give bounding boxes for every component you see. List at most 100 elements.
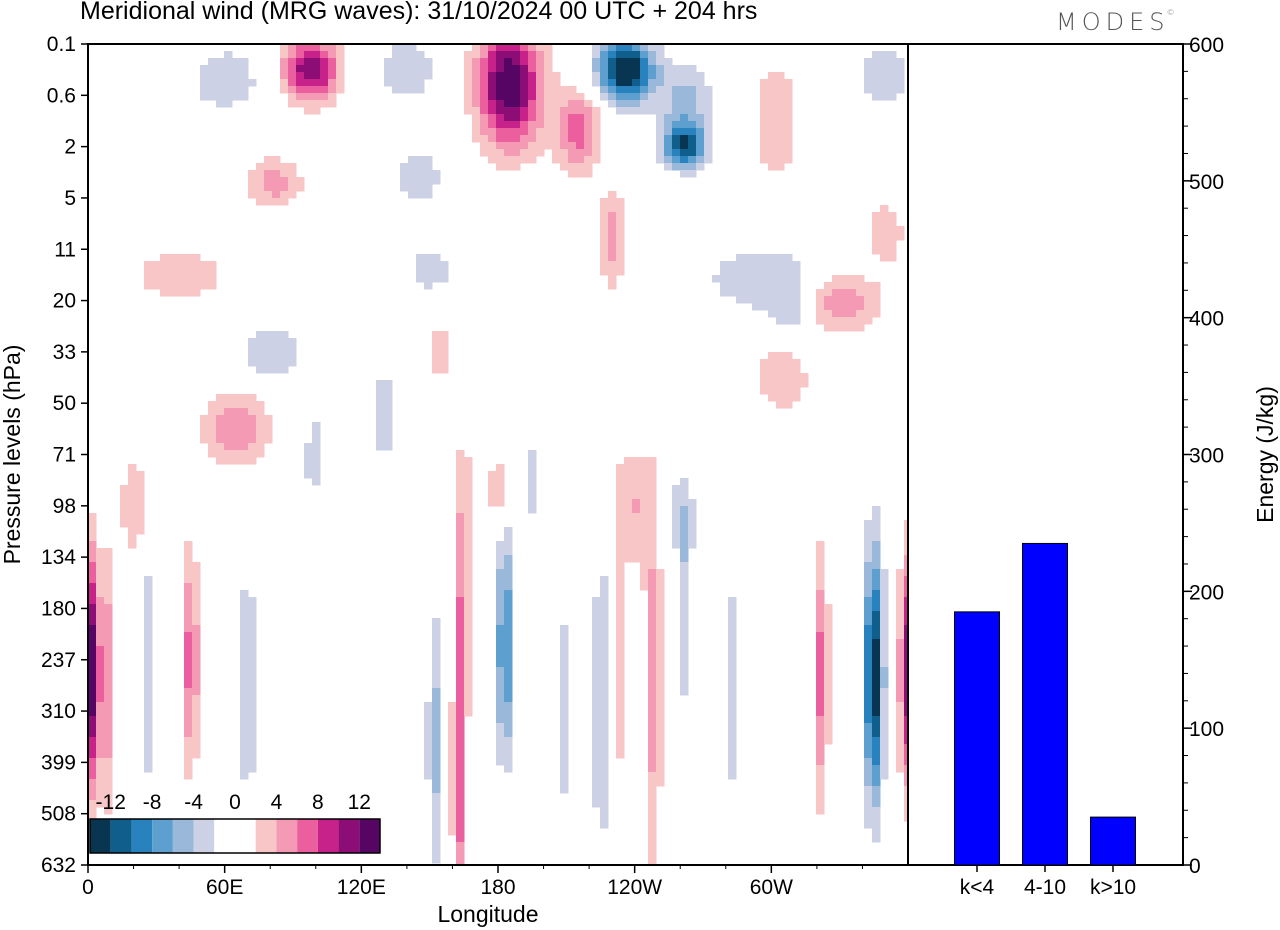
heatmap-cell — [312, 79, 321, 87]
heatmap-cell — [728, 709, 737, 717]
heatmap-cell — [616, 611, 625, 619]
heatmap-cell — [824, 604, 833, 612]
heatmap-cell — [784, 352, 793, 360]
heatmap-cell — [560, 695, 569, 703]
heatmap-cell — [608, 191, 617, 199]
heatmap-cell — [288, 163, 297, 171]
heatmap-cell — [424, 765, 433, 773]
heatmap-cell — [496, 611, 505, 619]
heatmap-cell — [544, 142, 553, 150]
heatmap-cell — [648, 597, 657, 605]
heatmap-cell — [864, 730, 873, 738]
heatmap-cell — [296, 86, 305, 94]
heatmap-cell — [896, 737, 905, 745]
heatmap-cell — [96, 709, 105, 717]
heatmap-cell — [496, 590, 505, 598]
heatmap-cell — [488, 478, 497, 486]
chart-title: Meridional wind (MRG waves): 31/10/2024 … — [80, 0, 758, 25]
heatmap-cell — [768, 149, 777, 157]
heatmap-cell — [88, 562, 97, 570]
heatmap-cell — [536, 58, 545, 66]
heatmap-cell — [664, 65, 673, 73]
heatmap-cell — [648, 107, 657, 115]
heatmap-cell — [624, 548, 633, 556]
heatmap-cell — [192, 709, 201, 717]
heatmap-cell — [664, 93, 673, 101]
heatmap-cell — [128, 499, 137, 507]
heatmap-cell — [88, 702, 97, 710]
heatmap-cell — [456, 744, 465, 752]
heatmap-cell — [520, 128, 529, 136]
heatmap-cell — [96, 569, 105, 577]
heatmap-cell — [504, 58, 513, 66]
heatmap-cell — [600, 205, 609, 213]
heatmap-cell — [560, 646, 569, 654]
heatmap-cell — [600, 639, 609, 647]
heatmap-cell — [512, 114, 521, 122]
heatmap-cell — [608, 275, 617, 283]
heatmap-cell — [472, 135, 481, 143]
x-tick-label: 0 — [82, 876, 94, 899]
heatmap-cell — [320, 79, 329, 87]
heatmap-cell — [376, 429, 385, 437]
heatmap-cell — [448, 744, 457, 752]
heatmap-cell — [600, 240, 609, 248]
heatmap-cell — [488, 149, 497, 157]
heatmap-cell — [752, 296, 761, 304]
heatmap-cell — [856, 296, 865, 304]
heatmap-cell — [288, 51, 297, 59]
heatmap-cell — [760, 128, 769, 136]
heatmap-cell — [904, 688, 908, 696]
heatmap-cell — [384, 79, 393, 87]
heatmap-cell — [240, 723, 249, 731]
heatmap-cell — [864, 520, 873, 528]
heatmap-cell — [240, 730, 249, 738]
heatmap-cell — [536, 135, 545, 143]
heatmap-cell — [480, 86, 489, 94]
heatmap-cell — [600, 261, 609, 269]
heatmap-cell — [432, 681, 441, 689]
heatmap-cell — [880, 79, 889, 87]
heatmap-cell — [528, 79, 537, 87]
heatmap-cell — [880, 233, 889, 241]
heatmap-cell — [776, 86, 785, 94]
heatmap-cell — [280, 65, 289, 73]
heatmap-cell — [448, 716, 457, 724]
heatmap-cell — [312, 72, 321, 80]
heatmap-cell — [256, 191, 265, 199]
heatmap-cell — [432, 632, 441, 640]
heatmap-cell — [104, 667, 113, 675]
heatmap-cell — [896, 65, 905, 73]
heatmap-cell — [432, 772, 441, 780]
heatmap-cell — [752, 254, 761, 262]
heatmap-cell — [872, 800, 881, 808]
heatmap-cell — [616, 639, 625, 647]
heatmap-cell — [448, 779, 457, 787]
heatmap-cell — [856, 289, 865, 297]
heatmap-cell — [776, 107, 785, 115]
heatmap-cell — [464, 65, 473, 73]
heatmap-cell — [648, 534, 657, 542]
heatmap-cell — [512, 86, 521, 94]
heatmap-cell — [256, 408, 265, 416]
heatmap-cell — [728, 604, 737, 612]
heatmap-cell — [632, 541, 641, 549]
heatmap-cell — [864, 688, 873, 696]
heatmap-cell — [312, 429, 321, 437]
heatmap-cell — [504, 121, 513, 129]
heatmap-cell — [520, 121, 529, 129]
heatmap-cell — [792, 275, 801, 283]
heatmap-cell — [464, 653, 473, 661]
heatmap-cell — [848, 275, 857, 283]
heatmap-cell — [496, 107, 505, 115]
y-tick-label: 180 — [41, 597, 76, 620]
heatmap-cell — [608, 58, 617, 66]
heatmap-cell — [264, 338, 273, 346]
heatmap-cell — [760, 289, 769, 297]
heatmap-cell — [536, 142, 545, 150]
heatmap-cell — [456, 772, 465, 780]
heatmap-cell — [896, 618, 905, 626]
heatmap-cell — [544, 100, 553, 108]
heatmap-cell — [640, 499, 649, 507]
heatmap-cell — [632, 513, 641, 521]
